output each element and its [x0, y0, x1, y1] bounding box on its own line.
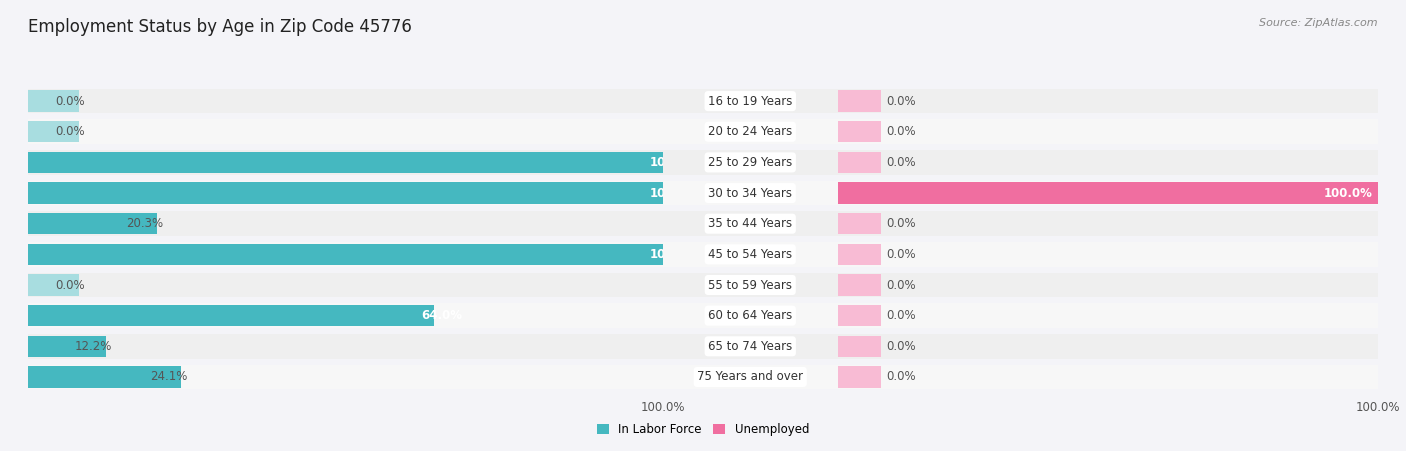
Bar [838, 121, 882, 143]
Bar [662, 273, 838, 297]
Bar [28, 89, 662, 113]
Bar [28, 274, 79, 296]
Bar [662, 89, 838, 113]
Bar [28, 90, 79, 112]
Bar [28, 365, 662, 389]
Text: 12.2%: 12.2% [75, 340, 112, 353]
Text: 30 to 34 Years: 30 to 34 Years [709, 187, 792, 199]
Text: 100.0%: 100.0% [1323, 187, 1372, 199]
Bar [838, 304, 1378, 328]
Bar [838, 242, 1378, 267]
Text: 0.0%: 0.0% [887, 156, 917, 169]
Bar [838, 120, 1378, 144]
Text: 100.0%: 100.0% [650, 187, 699, 199]
Text: 64.0%: 64.0% [422, 309, 463, 322]
Text: 20 to 24 Years: 20 to 24 Years [709, 125, 793, 138]
Bar [838, 213, 882, 235]
Bar [28, 152, 662, 173]
Bar [838, 212, 1378, 236]
Bar [28, 244, 662, 265]
Text: 0.0%: 0.0% [56, 95, 86, 108]
Bar [662, 150, 838, 175]
Bar [838, 365, 1378, 389]
Text: 45 to 54 Years: 45 to 54 Years [709, 248, 793, 261]
Text: Employment Status by Age in Zip Code 45776: Employment Status by Age in Zip Code 457… [28, 18, 412, 36]
Bar [662, 304, 838, 328]
Text: 0.0%: 0.0% [887, 125, 917, 138]
Text: 55 to 59 Years: 55 to 59 Years [709, 279, 792, 291]
Text: 0.0%: 0.0% [887, 217, 917, 230]
Bar [28, 336, 105, 357]
Bar [838, 182, 1378, 204]
Bar [838, 274, 882, 296]
Bar [838, 336, 882, 357]
Text: 0.0%: 0.0% [887, 248, 917, 261]
Legend: In Labor Force, Unemployed: In Labor Force, Unemployed [592, 418, 814, 441]
Text: 35 to 44 Years: 35 to 44 Years [709, 217, 793, 230]
Bar [28, 212, 662, 236]
Bar [28, 366, 181, 388]
Bar [838, 273, 1378, 297]
Text: 24.1%: 24.1% [150, 370, 187, 383]
Bar [28, 273, 662, 297]
Bar [28, 120, 662, 144]
Bar [28, 150, 662, 175]
Bar [838, 89, 1378, 113]
Text: 100.0%: 100.0% [650, 248, 699, 261]
Bar [662, 212, 838, 236]
Text: 0.0%: 0.0% [887, 95, 917, 108]
Text: 100.0%: 100.0% [650, 156, 699, 169]
Text: 0.0%: 0.0% [56, 279, 86, 291]
Text: 0.0%: 0.0% [887, 370, 917, 383]
Bar [28, 305, 434, 327]
Bar [28, 182, 662, 204]
Bar [838, 90, 882, 112]
Text: 75 Years and over: 75 Years and over [697, 370, 803, 383]
Text: 25 to 29 Years: 25 to 29 Years [709, 156, 793, 169]
Bar [662, 365, 838, 389]
Bar [838, 152, 882, 173]
Bar [838, 244, 882, 265]
Text: 0.0%: 0.0% [887, 309, 917, 322]
Bar [28, 334, 662, 359]
Text: 65 to 74 Years: 65 to 74 Years [709, 340, 793, 353]
Text: 0.0%: 0.0% [56, 125, 86, 138]
Bar [662, 181, 838, 205]
Bar [28, 181, 662, 205]
Bar [28, 304, 662, 328]
Bar [838, 305, 882, 327]
Text: Source: ZipAtlas.com: Source: ZipAtlas.com [1260, 18, 1378, 28]
Text: 0.0%: 0.0% [887, 340, 917, 353]
Bar [838, 366, 882, 388]
Bar [838, 150, 1378, 175]
Text: 0.0%: 0.0% [887, 279, 917, 291]
Bar [28, 242, 662, 267]
Text: 20.3%: 20.3% [127, 217, 163, 230]
Text: 60 to 64 Years: 60 to 64 Years [709, 309, 793, 322]
Bar [662, 120, 838, 144]
Bar [28, 213, 157, 235]
Bar [28, 121, 79, 143]
Bar [662, 334, 838, 359]
Bar [838, 181, 1378, 205]
Text: 16 to 19 Years: 16 to 19 Years [709, 95, 793, 108]
Bar [838, 334, 1378, 359]
Bar [662, 242, 838, 267]
